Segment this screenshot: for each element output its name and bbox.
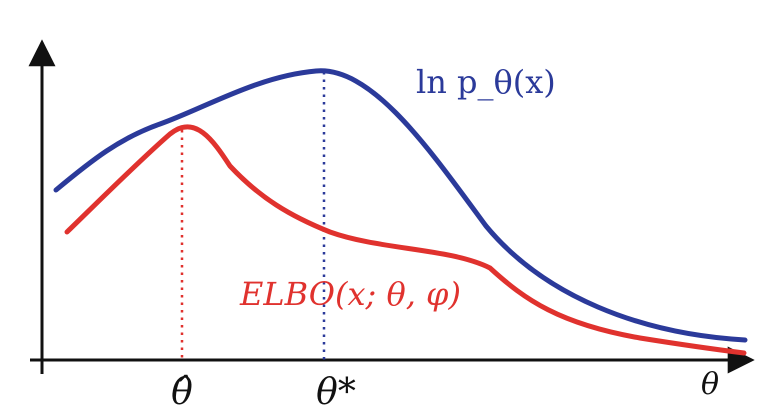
log-likelihood-label: ln p_θ(x) bbox=[416, 63, 556, 101]
theta-hat-label: θ̂ bbox=[171, 372, 193, 413]
log-likelihood-curve bbox=[53, 68, 748, 343]
elbo-curve bbox=[64, 124, 747, 356]
elbo-label: ELBO(x; θ, φ) bbox=[239, 275, 461, 313]
theta-star-label: θ* bbox=[316, 372, 356, 413]
theta-axis-label: θ bbox=[701, 367, 719, 402]
